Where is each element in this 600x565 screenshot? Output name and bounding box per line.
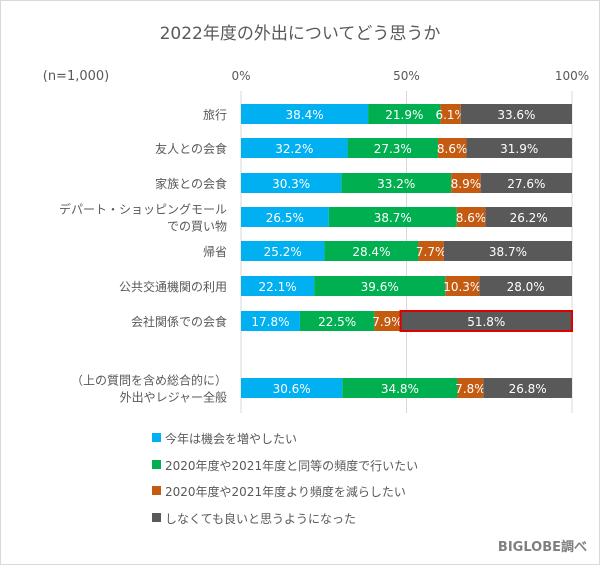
bar-segment (479, 276, 572, 296)
bar-segment (460, 104, 572, 124)
legend-label: 2020年度や2021年度より頻度を減らしたい (165, 484, 406, 499)
data-label: 34.8% (381, 382, 419, 396)
bar-segment (241, 276, 315, 296)
x-tick-label: 50% (393, 69, 420, 83)
data-label: 30.6% (273, 382, 311, 396)
bar-segment (347, 138, 438, 158)
data-label: 26.2% (510, 211, 548, 225)
bar-segment (466, 138, 572, 158)
legend-swatch (152, 513, 161, 522)
data-label: 26.8% (509, 382, 547, 396)
category-label: 公共交通機関の利用 (119, 279, 227, 294)
data-label: 21.9% (385, 108, 423, 122)
legend-swatch (152, 486, 161, 495)
data-label: 7.7% (416, 245, 447, 259)
bar-segment (241, 138, 348, 158)
bar-segment (456, 207, 486, 227)
sample-size-note: (n=1,000) (43, 69, 110, 84)
legend-label: 2020年度や2021年度と同等の頻度で行いたい (165, 458, 418, 473)
bar-segment (437, 138, 467, 158)
bar-segment (299, 311, 375, 331)
data-label: 27.6% (507, 177, 545, 191)
data-label: 38.7% (374, 211, 412, 225)
legend-swatch (152, 433, 161, 442)
bar-segment (368, 104, 441, 124)
data-label: 25.2% (264, 245, 302, 259)
category-label: 会社関係での会食 (131, 314, 227, 329)
bar-segment (445, 276, 480, 296)
data-label: 33.2% (377, 177, 415, 191)
category-label: 家族との会食 (155, 176, 227, 191)
bar-segment (241, 311, 300, 331)
bar-segment (241, 378, 343, 398)
data-label: 22.5% (318, 315, 356, 329)
data-label: 8.6% (437, 142, 468, 156)
bar-segment (374, 311, 401, 331)
x-tick-label: 0% (231, 69, 250, 83)
bar-segment (457, 378, 484, 398)
bar-segment (241, 104, 369, 124)
category-label: 友人との会食 (155, 141, 227, 156)
data-label: 26.5% (266, 211, 304, 225)
bar-segment (485, 207, 572, 227)
bar-segment (241, 207, 329, 227)
data-label: 51.8% (467, 315, 505, 329)
highlight-box (399, 310, 573, 332)
data-label: 27.3% (374, 142, 412, 156)
legend-label: 今年は機会を増やしたい (165, 431, 297, 446)
source-label: BIGLOBE調べ (498, 539, 587, 555)
bar-segment (400, 311, 572, 331)
data-label: 17.8% (251, 315, 289, 329)
bar-segment (328, 207, 457, 227)
data-label: 22.1% (259, 280, 297, 294)
bar-segment (341, 173, 452, 193)
bar-segment (440, 104, 461, 124)
bar-segment (342, 378, 458, 398)
data-label: 7.9% (372, 315, 403, 329)
legend-swatch (152, 460, 161, 469)
data-label: 8.9% (451, 177, 482, 191)
data-label: 10.3% (443, 280, 481, 294)
category-label: 帰省 (203, 245, 227, 259)
data-label: 7.8% (455, 382, 486, 396)
data-label: 8.6% (456, 211, 487, 225)
bar-segment (483, 378, 572, 398)
bar-segment (443, 241, 572, 261)
data-label: 33.6% (497, 108, 535, 122)
category-label: （上の質問を含め総合的に） (71, 373, 227, 388)
data-label: 6.1% (435, 108, 466, 122)
data-label: 31.9% (500, 142, 538, 156)
bar-segment (451, 173, 481, 193)
data-label: 32.2% (275, 142, 313, 156)
legend-label: しなくても良いと思うようになった (165, 511, 356, 526)
bar-segment (314, 276, 446, 296)
chart-title: 2022年度の外出についてどう思うか (160, 24, 441, 44)
data-label: 28.0% (507, 280, 545, 294)
category-label: デパート・ショッピングモール (59, 202, 227, 217)
data-label: 38.4% (285, 108, 323, 122)
category-label: 旅行 (203, 108, 227, 122)
category-label: での買い物 (167, 220, 227, 234)
data-label: 39.6% (361, 280, 399, 294)
data-label: 38.7% (489, 245, 527, 259)
x-tick-label: 100% (555, 69, 589, 83)
bar-segment (324, 241, 419, 261)
bar-segment (241, 241, 325, 261)
category-label: 外出やレジャー全般 (120, 390, 227, 405)
bar-segment (241, 173, 342, 193)
bar-segment (480, 173, 572, 193)
bar-segment (418, 241, 444, 261)
data-label: 30.3% (272, 177, 310, 191)
data-label: 28.4% (352, 245, 390, 259)
